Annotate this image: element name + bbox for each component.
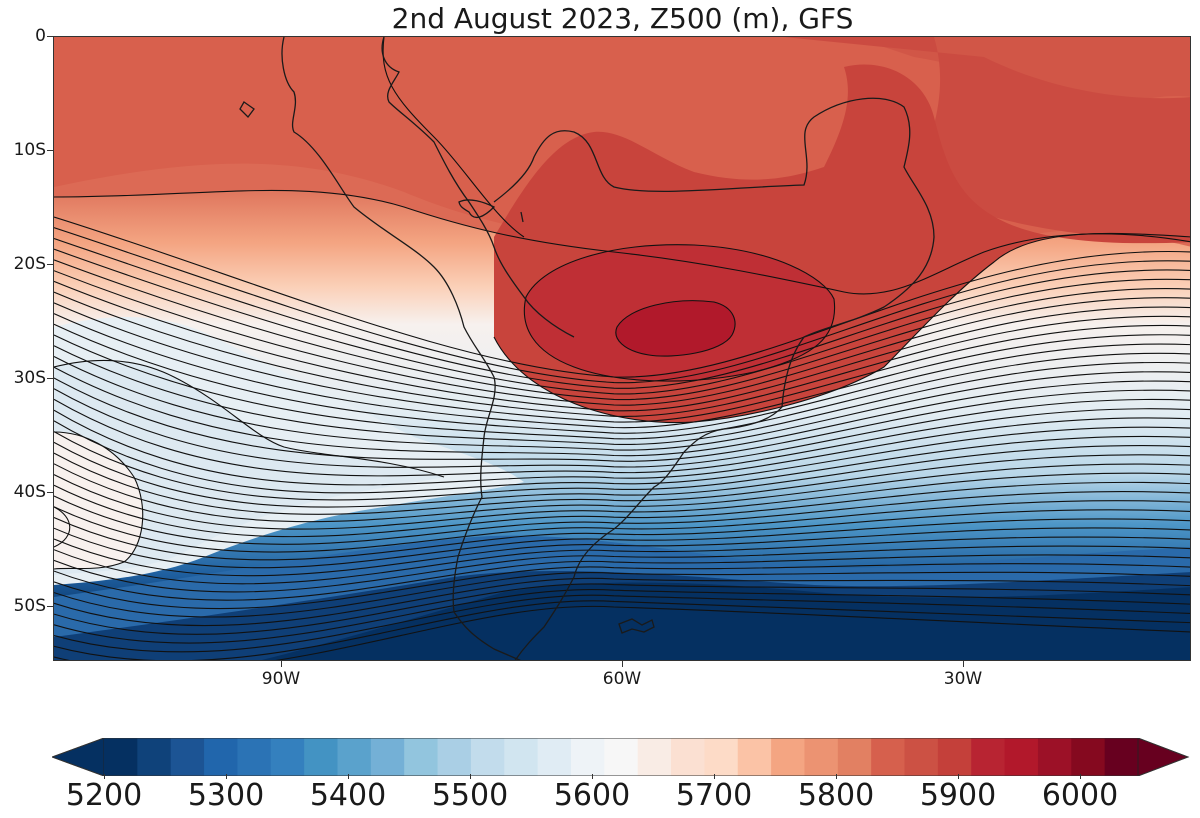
lat-tick-label: 10S (13, 140, 46, 160)
colorbar-label: 5700 (675, 778, 753, 813)
chart-title: 2nd August 2023, Z500 (m), GFS (391, 2, 854, 35)
lat-tick-mark (47, 150, 53, 151)
west-ridge (54, 432, 143, 569)
lon-tick-label: 90W (261, 669, 301, 689)
colorbar-tick (714, 774, 715, 779)
lat-tick-mark (47, 264, 53, 265)
colorbar-label: 5800 (797, 778, 875, 813)
colorbar-gradient (50, 737, 1190, 777)
colorbar-label: 5600 (553, 778, 631, 813)
lat-tick-label: 30S (13, 368, 46, 388)
colorbar-tick (958, 774, 959, 779)
band-5200 (261, 582, 1190, 660)
brazil-coast (493, 97, 935, 453)
colorbar (50, 737, 1190, 777)
colorbar-tick (104, 774, 105, 779)
coastlines (239, 37, 935, 660)
colorbar-label: 5400 (309, 778, 387, 813)
lat-tick-mark (47, 36, 53, 37)
map-plot-area (53, 36, 1191, 661)
lat-tick-label: 50S (13, 596, 46, 616)
lat-tick-label: 0 (35, 26, 46, 46)
colorbar-tick (226, 774, 227, 779)
colorbar-tick (836, 774, 837, 779)
galapagos (239, 101, 255, 118)
lat-tick-mark (47, 606, 53, 607)
colorbar-tick (470, 774, 471, 779)
andes-border (381, 37, 575, 338)
lon-tick-label: 30W (943, 669, 983, 689)
lat-tick-label: 20S (13, 254, 46, 274)
high-center (615, 300, 735, 357)
lon-tick-label: 60W (602, 669, 642, 689)
lon-tick-mark (963, 661, 964, 667)
titicaca (458, 199, 496, 219)
falkland-islands (618, 618, 655, 634)
band-5940-east (784, 37, 1190, 242)
colorbar-tick (1080, 774, 1081, 779)
colorbar-label: 5900 (919, 778, 997, 813)
west-coast (281, 37, 522, 660)
colorbar-label: 6000 (1041, 778, 1119, 813)
lake-marker (520, 211, 524, 223)
colorbar-label: 5500 (431, 778, 509, 813)
colorbar-tick (592, 774, 593, 779)
lat-tick-mark (47, 378, 53, 379)
argentina-coast (514, 451, 685, 660)
lon-tick-mark (281, 661, 282, 667)
lat-tick-label: 40S (13, 482, 46, 502)
lat-tick-mark (47, 492, 53, 493)
band-5920-north (384, 37, 1190, 102)
lon-tick-mark (622, 661, 623, 667)
colorbar-label: 5200 (65, 778, 143, 813)
contour-lines (54, 37, 1190, 660)
colorbar-label: 5300 (187, 778, 265, 813)
contour-map (54, 37, 1190, 660)
colorbar-tick (348, 774, 349, 779)
